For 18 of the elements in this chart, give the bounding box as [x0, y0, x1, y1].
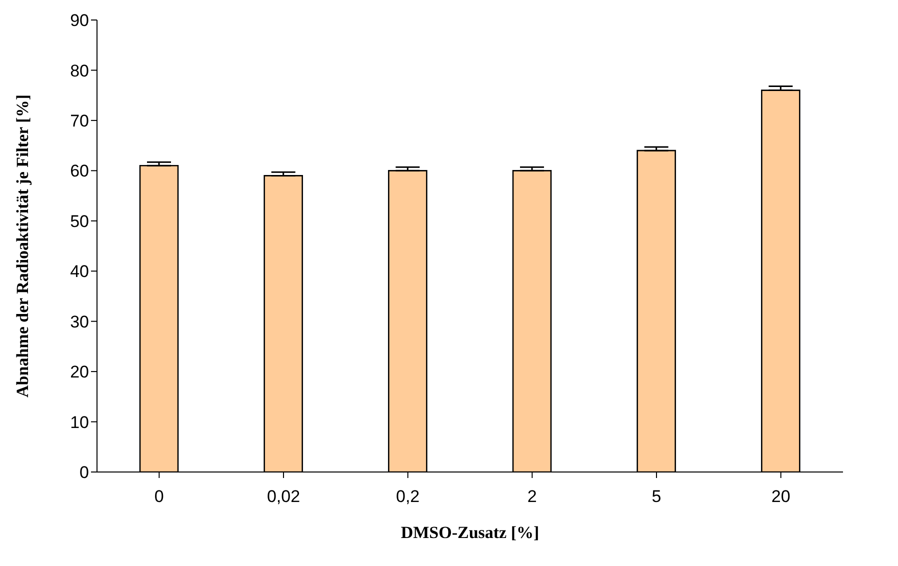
x-tick-label: 0	[154, 487, 164, 506]
x-tick-label: 5	[652, 487, 662, 506]
y-axis-title: Abnahme der Radioaktivität je Filter [%]	[13, 94, 32, 398]
y-tick-label: 60	[70, 162, 89, 181]
x-tick-label: 0,02	[266, 487, 300, 506]
y-tick-label: 90	[70, 11, 89, 30]
y-tick-label: 40	[70, 262, 89, 282]
y-tick-label: 10	[70, 412, 89, 432]
y-tick-label: 50	[70, 212, 89, 231]
y-tick-label: 30	[70, 312, 89, 332]
y-tick-label: 80	[70, 61, 89, 80]
y-tick-label: 70	[70, 111, 89, 130]
x-axis-title: DMSO-Zusatz [%]	[400, 523, 540, 542]
y-tick-label: 0	[80, 463, 89, 482]
x-tick-label: 20	[771, 487, 790, 506]
x-tick-label: 0,2	[396, 487, 420, 506]
x-tick-label: 2	[527, 487, 537, 506]
y-tick-label: 20	[70, 362, 89, 382]
